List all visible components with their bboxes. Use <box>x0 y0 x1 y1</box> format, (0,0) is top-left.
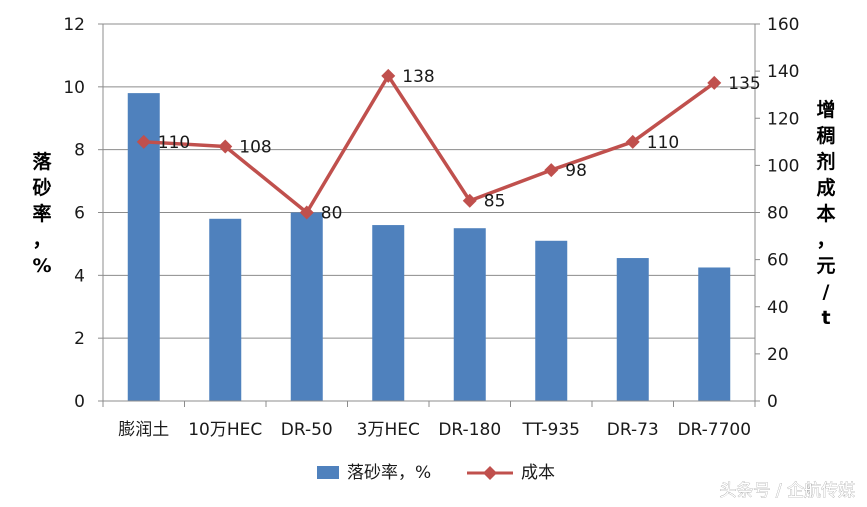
cost-data-label: 98 <box>565 161 587 181</box>
axis-title-char: 剂 <box>816 150 835 173</box>
bar <box>453 228 486 401</box>
bar <box>535 240 568 401</box>
watermark: 头条号 / 企航传媒 <box>719 481 855 501</box>
cost-data-label: 135 <box>728 74 760 94</box>
axis-title-char: 成 <box>816 176 835 199</box>
cost-line <box>143 74 716 215</box>
axis-title-char: 落 <box>32 150 52 173</box>
left-tick-label: 8 <box>74 141 85 161</box>
right-tick-label: 140 <box>767 62 799 82</box>
axis-title-char: 稠 <box>816 124 835 147</box>
right-tick-label: 20 <box>767 345 789 365</box>
category-label: TT-935 <box>522 420 581 440</box>
left-tick-label: 6 <box>74 204 85 224</box>
axis-title-char: t <box>821 307 830 329</box>
axis-title-char: / <box>823 281 830 303</box>
category-label: DR-50 <box>281 420 333 440</box>
axis-title-char: ， <box>816 229 835 251</box>
cost-marker <box>381 68 396 83</box>
category-label: 3万HEC <box>357 420 420 440</box>
category-label: DR-73 <box>607 420 659 440</box>
right-tick-label: 40 <box>767 298 789 318</box>
left-tick-label: 10 <box>63 78 85 98</box>
cost-marker <box>544 163 559 178</box>
left-tick-label: 4 <box>74 266 85 286</box>
axes <box>98 23 760 407</box>
category-label: 膨润土 <box>118 420 169 440</box>
axis-title-char: 砂 <box>32 177 51 199</box>
bar <box>698 267 731 401</box>
line-series: 110 108 80 138 85 98 110 135 <box>136 67 761 224</box>
left-tick-label: 2 <box>74 329 85 349</box>
cost-marker <box>299 205 314 220</box>
bar <box>372 225 405 401</box>
cost-marker <box>218 139 233 154</box>
cost-marker <box>707 75 722 90</box>
bar <box>209 218 242 401</box>
category-label: DR-180 <box>438 420 501 440</box>
right-tick-label: 60 <box>767 251 789 271</box>
right-tick-label: 0 <box>767 392 778 412</box>
left-tick-label: 12 <box>63 15 85 35</box>
bar <box>290 212 323 401</box>
legend: 落砂率，% 成本 <box>317 463 555 483</box>
axis-title-char: 率 <box>32 202 51 225</box>
left-tick-label: 0 <box>74 392 85 412</box>
legend-line-marker <box>483 466 497 480</box>
cost-marker <box>462 193 477 208</box>
category-label: DR-7700 <box>677 420 751 440</box>
axis-title-char: ， <box>32 229 51 251</box>
cost-marker <box>625 134 640 149</box>
right-tick-label: 120 <box>767 109 799 129</box>
cost-data-label: 108 <box>239 138 271 158</box>
legend-bar-label: 落砂率，% <box>347 463 431 483</box>
right-tick-label: 100 <box>767 156 799 176</box>
left-axis-title: 落砂率 ，% <box>32 150 52 277</box>
right-tick-label: 80 <box>767 204 789 224</box>
cost-data-label: 110 <box>158 133 190 153</box>
axis-title-char: % <box>32 255 51 277</box>
right-tick-label: 160 <box>767 15 799 35</box>
axis-title-char: 增 <box>816 98 835 121</box>
cost-data-label: 80 <box>321 204 343 224</box>
bar <box>616 258 649 401</box>
legend-bar-swatch <box>317 466 339 479</box>
category-label: 10万HEC <box>188 420 262 440</box>
cost-marker <box>136 134 151 149</box>
cost-data-label: 85 <box>484 192 506 212</box>
axis-title-char: 本 <box>816 202 835 225</box>
legend-line-label: 成本 <box>521 463 555 483</box>
axis-title-char: 元 <box>816 255 835 277</box>
cost-data-label: 138 <box>402 67 434 87</box>
cost-data-label: 110 <box>647 133 679 153</box>
